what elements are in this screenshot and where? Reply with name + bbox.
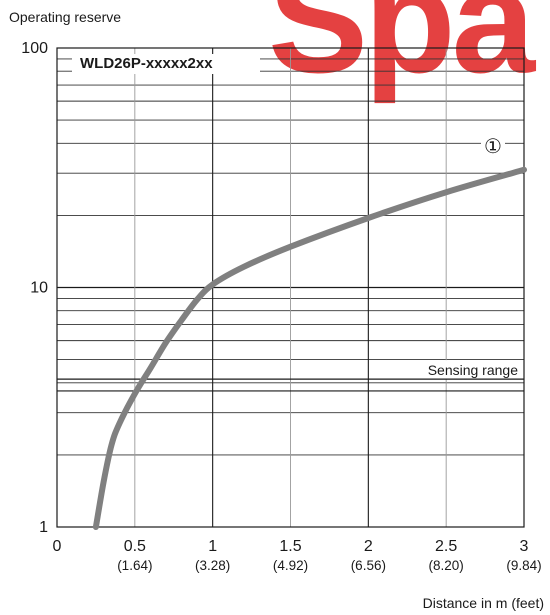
y-tick-label: 10	[30, 280, 48, 297]
x-tick-label: 1.5	[279, 538, 301, 555]
y-tick-labels: 1 10 100	[21, 40, 48, 536]
grid	[57, 48, 524, 527]
operating-reserve-curve	[92, 166, 527, 530]
x-tick-sublabel: (6.56)	[351, 558, 386, 573]
x-tick-sublabel: (3.28)	[195, 558, 230, 573]
curve-marker-background	[481, 136, 505, 158]
plot-frame	[56, 47, 525, 528]
x-tick-label: 2	[364, 538, 373, 555]
x-tick-sublabel: (8.20)	[429, 558, 464, 573]
chart-title: WLD26P-xxxxx2xx	[80, 55, 213, 72]
x-axis-label: Distance in m (feet)	[423, 595, 544, 611]
y-axis-label: Operating reserve	[9, 9, 121, 25]
y-tick-label: 100	[21, 40, 48, 57]
x-tick-label: 0	[53, 538, 62, 555]
sensing-range-background	[382, 360, 514, 380]
x-tick-label: 1	[208, 538, 217, 555]
curve-marker-label: ①	[484, 136, 502, 158]
x-tick-sublabel: (1.64)	[117, 558, 152, 573]
x-tick-label: 2.5	[435, 538, 457, 555]
x-tick-labels: 0 0.5 (1.64) 1 (3.28) 1.5 (4.92) 2 (6.56) 2.5 (8.2…	[53, 538, 542, 573]
x-tick-sublabel: (4.92)	[273, 558, 308, 573]
title-background	[72, 54, 260, 74]
sensing-range-label: Sensing range	[428, 362, 519, 378]
x-tick-label: 3	[520, 538, 529, 555]
x-tick-label: 0.5	[124, 538, 146, 555]
y-tick-label: 1	[39, 519, 48, 536]
x-tick-sublabel: (9.84)	[506, 558, 541, 573]
